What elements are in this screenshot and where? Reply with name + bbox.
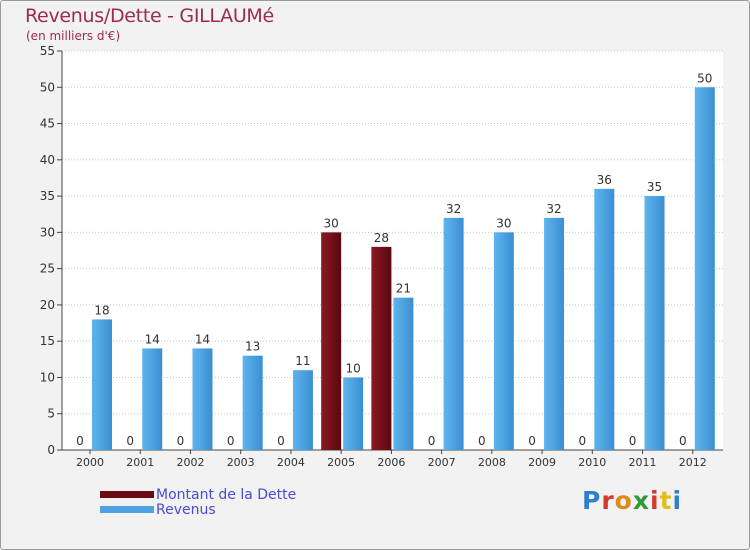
- data-label-dette: 0: [578, 434, 586, 448]
- bar-revenus: [192, 348, 213, 450]
- x-tick-label: 2001: [126, 456, 154, 469]
- bar-dette: [321, 232, 342, 450]
- x-tick-label: 2011: [629, 456, 657, 469]
- data-label-dette: 0: [126, 434, 134, 448]
- logo-letter: i: [650, 486, 660, 515]
- y-tick-label: 5: [47, 407, 55, 421]
- data-label-revenus: 13: [245, 340, 260, 354]
- x-tick-label: 2005: [327, 456, 355, 469]
- logo-letter: i: [672, 486, 683, 515]
- y-tick-label: 15: [40, 334, 55, 348]
- bar-revenus: [443, 217, 464, 450]
- y-tick-label: 20: [40, 298, 55, 312]
- data-label-revenus: 10: [346, 361, 361, 375]
- x-tick-label: 2010: [578, 456, 606, 469]
- data-label-dette: 0: [478, 434, 486, 448]
- x-tick-label: 2006: [377, 456, 405, 469]
- chart-subtitle: (en milliers d'€): [26, 29, 121, 43]
- logo-letter: P: [582, 486, 602, 515]
- y-tick-label: 30: [40, 225, 55, 239]
- y-tick-label: 50: [40, 80, 55, 94]
- data-label-revenus: 21: [396, 282, 411, 296]
- data-label-dette: 0: [227, 434, 235, 448]
- x-tick-label: 2007: [428, 456, 456, 469]
- data-label-dette: 28: [374, 231, 389, 245]
- x-tick-label: 2003: [227, 456, 255, 469]
- data-label-dette: 0: [76, 434, 84, 448]
- y-tick-label: 25: [40, 262, 55, 276]
- data-label-dette: 0: [528, 434, 536, 448]
- bar-revenus: [493, 232, 514, 450]
- data-label-revenus: 32: [546, 202, 561, 216]
- y-tick-label: 40: [40, 153, 55, 167]
- legend: Montant de la Dette Revenus: [100, 487, 296, 517]
- legend-swatch-revenus: [100, 506, 154, 513]
- bar-revenus: [694, 87, 715, 450]
- data-label-revenus: 14: [145, 332, 160, 346]
- legend-item-revenus: Revenus: [100, 502, 296, 517]
- x-tick-label: 2002: [176, 456, 204, 469]
- bar-revenus: [292, 370, 313, 450]
- logo-letter: t: [659, 486, 673, 515]
- data-label-revenus: 18: [94, 303, 109, 317]
- bar-revenus: [644, 196, 665, 450]
- y-tick-label: 45: [40, 117, 55, 131]
- x-tick-label: 2009: [528, 456, 556, 469]
- proxiti-logo: Proxiti: [582, 486, 682, 515]
- x-tick-label: 2012: [679, 456, 707, 469]
- legend-item-dette: Montant de la Dette: [100, 487, 296, 502]
- bar-revenus: [242, 355, 263, 450]
- data-label-dette: 0: [177, 434, 185, 448]
- data-label-revenus: 50: [697, 71, 712, 85]
- bar-revenus: [92, 319, 112, 450]
- data-label-revenus: 35: [647, 180, 662, 194]
- data-label-dette: 0: [679, 434, 687, 448]
- data-label-revenus: 11: [295, 354, 310, 368]
- logo-letter: r: [601, 486, 615, 515]
- bar-revenus: [393, 297, 414, 450]
- legend-swatch-dette: [100, 491, 154, 498]
- data-label-revenus: 30: [496, 216, 511, 230]
- logo-letter: o: [614, 486, 633, 515]
- data-label-revenus: 36: [597, 173, 612, 187]
- data-label-dette: 0: [629, 434, 637, 448]
- bar-revenus: [343, 377, 364, 450]
- data-label-revenus: 32: [446, 202, 461, 216]
- bar-dette: [371, 246, 392, 450]
- legend-label-revenus: Revenus: [156, 501, 216, 518]
- x-tick-label: 2008: [478, 456, 506, 469]
- y-tick-label: 10: [40, 370, 55, 384]
- x-tick-label: 2000: [76, 456, 104, 469]
- chart-title: Revenus/Dette - GILLAUMé: [25, 5, 274, 27]
- bar-revenus: [142, 348, 163, 450]
- y-tick-label: 55: [40, 44, 55, 58]
- bar-revenus: [594, 188, 615, 450]
- bar-revenus: [544, 217, 565, 450]
- data-label-revenus: 14: [195, 332, 210, 346]
- legend-label-dette: Montant de la Dette: [156, 486, 297, 503]
- x-tick-label: 2004: [277, 456, 305, 469]
- data-label-dette: 30: [324, 216, 339, 230]
- data-label-dette: 0: [277, 434, 285, 448]
- data-label-dette: 0: [428, 434, 436, 448]
- y-tick-label: 0: [47, 443, 55, 457]
- logo-letter: x: [632, 486, 650, 515]
- y-tick-label: 35: [40, 189, 55, 203]
